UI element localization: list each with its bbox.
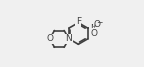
Text: +: + xyxy=(92,24,97,29)
Text: N: N xyxy=(90,24,97,33)
Text: −: − xyxy=(96,18,103,27)
Text: F: F xyxy=(76,17,81,26)
Text: N: N xyxy=(66,34,72,43)
Text: O: O xyxy=(94,19,101,28)
Text: O: O xyxy=(90,29,97,38)
Text: O: O xyxy=(46,34,53,43)
